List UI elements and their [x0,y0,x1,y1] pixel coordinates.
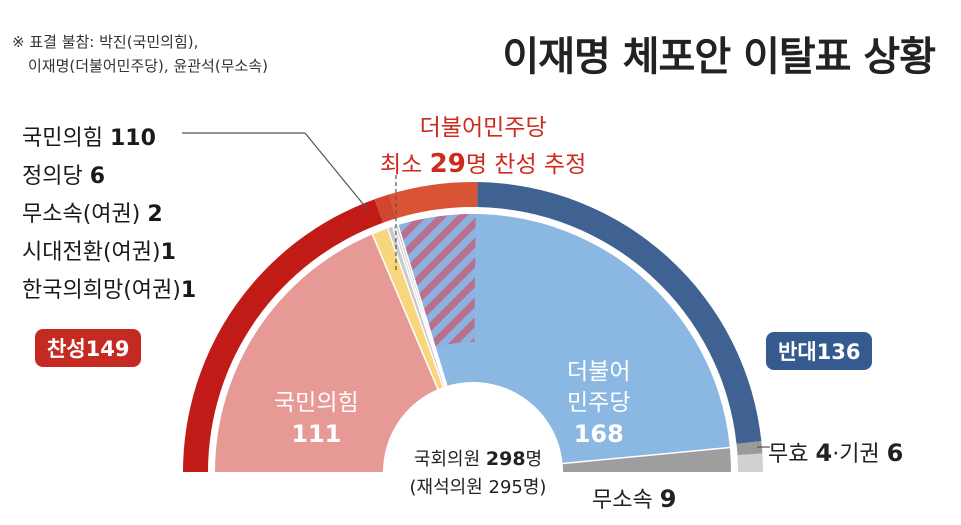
connector-lines [182,132,770,448]
dem-seat-name-2: 민주당 [567,390,631,416]
party-row-ppp: 국민의힘 110 [22,120,196,158]
seat-independent-ruling [387,226,446,388]
vote-for-arc-ppp [374,194,397,223]
slice-separator [397,224,448,387]
estimate-line2: 최소 29명 찬성 추정 [380,146,586,183]
party-name: 국민의힘 [22,126,103,151]
vote-against-arc [477,182,762,444]
party-name: 무소속(여권) [22,202,141,227]
dem-seat-label: 더불어 민주당 168 [567,357,630,451]
ppp-seat-name: 국민의힘 [274,390,359,416]
invalid-count: 4 [815,439,833,467]
page-title: 이재명 체포안 이탈표 상황 [502,34,936,80]
separator: · [832,442,840,467]
estimate-party: 더불어민주당 [419,115,547,141]
abstain-count: 6 [886,439,904,467]
seat-dem-defectors-hatch [397,214,476,348]
ppp-seat-count: 111 [291,420,342,448]
vote-against-label: 반대 [778,340,817,364]
party-count: 110 [109,126,156,151]
absence-note: ※ 표결 불참: 박진(국민의힘), 이재명(더불어민주당), 윤관석(무소속) [12,30,268,78]
party-row-transition: 시대전환(여권)1 [22,234,196,272]
party-count: 6 [89,164,106,189]
slice-separator [394,225,447,387]
party-count: 2 [147,202,163,227]
slice-separator [392,226,446,387]
vote-for-count: 149 [85,337,130,361]
dem-seat-count: 168 [573,420,624,448]
absence-note-line2: 이재명(더불어민주당), 윤관석(무소속) [28,57,268,75]
absence-note-line1: ※ 표결 불참: 박진(국민의힘), [12,33,199,51]
ppp-seat-label: 국민의힘 111 [274,388,359,451]
total-label: 국회의원 [413,449,481,470]
independent-seat-label: 무소속 9 [592,482,676,514]
estimate-prefix: 최소 [380,152,423,178]
seat-dem [397,214,730,464]
estimate-suffix: 명 찬성 추정 [465,152,587,178]
estimate-count: 29 [429,149,466,179]
vote-for-arc [183,199,384,472]
party-count: 1 [180,278,197,303]
slice-separator [562,446,730,465]
present-count: (재석의원 295명) [409,477,547,498]
for-party-list: 국민의힘 110 정의당 6 무소속(여권) 2 시대전환(여권)1 한국의희망… [22,120,196,310]
party-count: 1 [160,240,176,265]
party-name: 시대전환(여권) [22,240,161,265]
vote-result-ring [183,182,763,472]
vote-for-arc-dem [389,182,478,219]
party-row-hope: 한국의희망(여권)1 [22,272,196,310]
vote-for-label: 찬성 [47,337,86,361]
vote-against-count: 136 [816,340,861,364]
vote-against-badge: 반대136 [766,332,873,370]
seat-independent [562,447,731,472]
vote-abstain-arc [737,453,763,472]
slice-separators [371,224,730,465]
defection-estimate: 더불어민주당 최소 29명 찬성 추정 [380,110,586,183]
party-name: 한국의희망(여권) [22,278,181,303]
independent-count: 9 [659,485,677,513]
seat-distribution-pie [215,214,731,472]
party-name: 정의당 [22,164,83,189]
total-unit: 명 [525,449,543,470]
ppp-connector-d [304,132,369,211]
dem-seat-name-1: 더불어 [567,359,631,385]
party-row-independent-ruling: 무소속(여권) 2 [22,196,196,234]
seat-ppp [215,234,438,472]
independent-label: 무소속 [592,488,653,513]
party-row-justice: 정의당 6 [22,158,196,196]
vote-for-badge: 찬성149 [35,329,142,367]
seat-justice [372,228,444,390]
total-seats: 국회의원 298명 (재석의원 295명) [378,445,578,502]
total-seats-line: 국회의원 298명 [378,445,578,474]
invalid-abstain-label: 무효 4·기권 6 [768,436,903,468]
slice-separator [371,234,439,390]
slice-separator [386,228,444,388]
vote-invalid-arc [736,441,763,456]
invalid-label: 무효 [768,442,809,467]
abstain-label: 기권 [839,442,880,467]
total-count: 298 [485,448,526,470]
